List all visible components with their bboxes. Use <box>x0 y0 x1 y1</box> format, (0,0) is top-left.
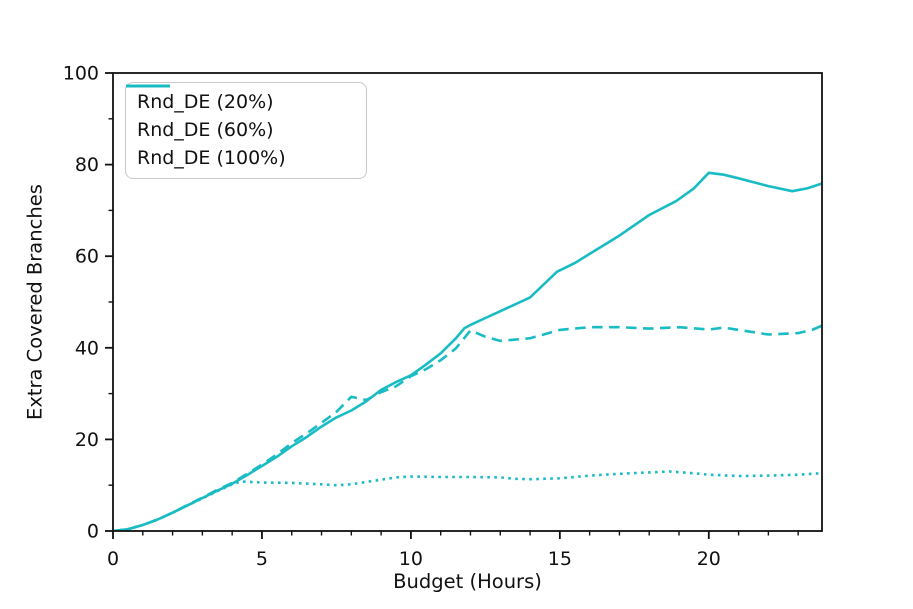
y-tick-label: 60 <box>75 246 99 268</box>
tick-labels: 0 5 10 15 20 0 20 40 60 80 100 <box>63 63 721 571</box>
legend-item-rnd-de-60: Rnd_DE (60%) <box>126 84 360 144</box>
solid-line-sample-icon <box>126 84 170 88</box>
y-axis-label: Extra Covered Branches <box>23 184 47 420</box>
x-tick-label: 5 <box>256 548 268 570</box>
y-tick-label: 40 <box>75 337 99 359</box>
series-lines <box>113 171 822 531</box>
series-line-rnd-de-60- <box>113 324 822 531</box>
x-tick-label: 20 <box>697 548 721 570</box>
series-line-rnd-de-20- <box>113 470 822 531</box>
legend-item-rnd-de-100: Rnd_DE (100%) <box>126 84 360 173</box>
x-axis-label: Budget (Hours) <box>393 570 542 593</box>
x-tick-label: 15 <box>548 548 572 570</box>
legend-label: Rnd_DE (60%) <box>137 118 274 141</box>
series-line-rnd-de-100- <box>113 171 822 531</box>
legend-label: Rnd_DE (20%) <box>137 90 274 113</box>
legend-label: Rnd_DE (100%) <box>137 147 286 170</box>
legend: Rnd_DE (20%) Rnd_DE (60%) Rnd_DE (100%) <box>125 82 367 179</box>
x-tick-label: 10 <box>399 548 423 570</box>
y-tick-label: 0 <box>87 521 99 543</box>
x-tick-label: 0 <box>107 548 119 570</box>
y-tick-label: 20 <box>75 429 99 451</box>
legend-item-rnd-de-20: Rnd_DE (20%) <box>126 84 360 116</box>
y-tick-label: 80 <box>75 154 99 176</box>
y-tick-label: 100 <box>63 63 99 85</box>
plot-frame <box>112 72 823 532</box>
